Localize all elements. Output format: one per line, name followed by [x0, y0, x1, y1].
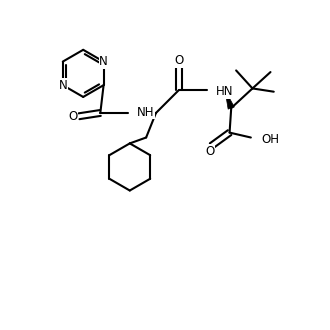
Text: OH: OH	[261, 133, 279, 146]
Polygon shape	[225, 90, 234, 109]
Text: O: O	[205, 145, 214, 158]
Text: O: O	[69, 110, 78, 123]
Text: N: N	[58, 79, 67, 92]
Text: HN: HN	[216, 85, 233, 98]
Text: O: O	[174, 54, 183, 67]
Text: NH: NH	[137, 106, 155, 119]
Text: N: N	[99, 55, 108, 68]
